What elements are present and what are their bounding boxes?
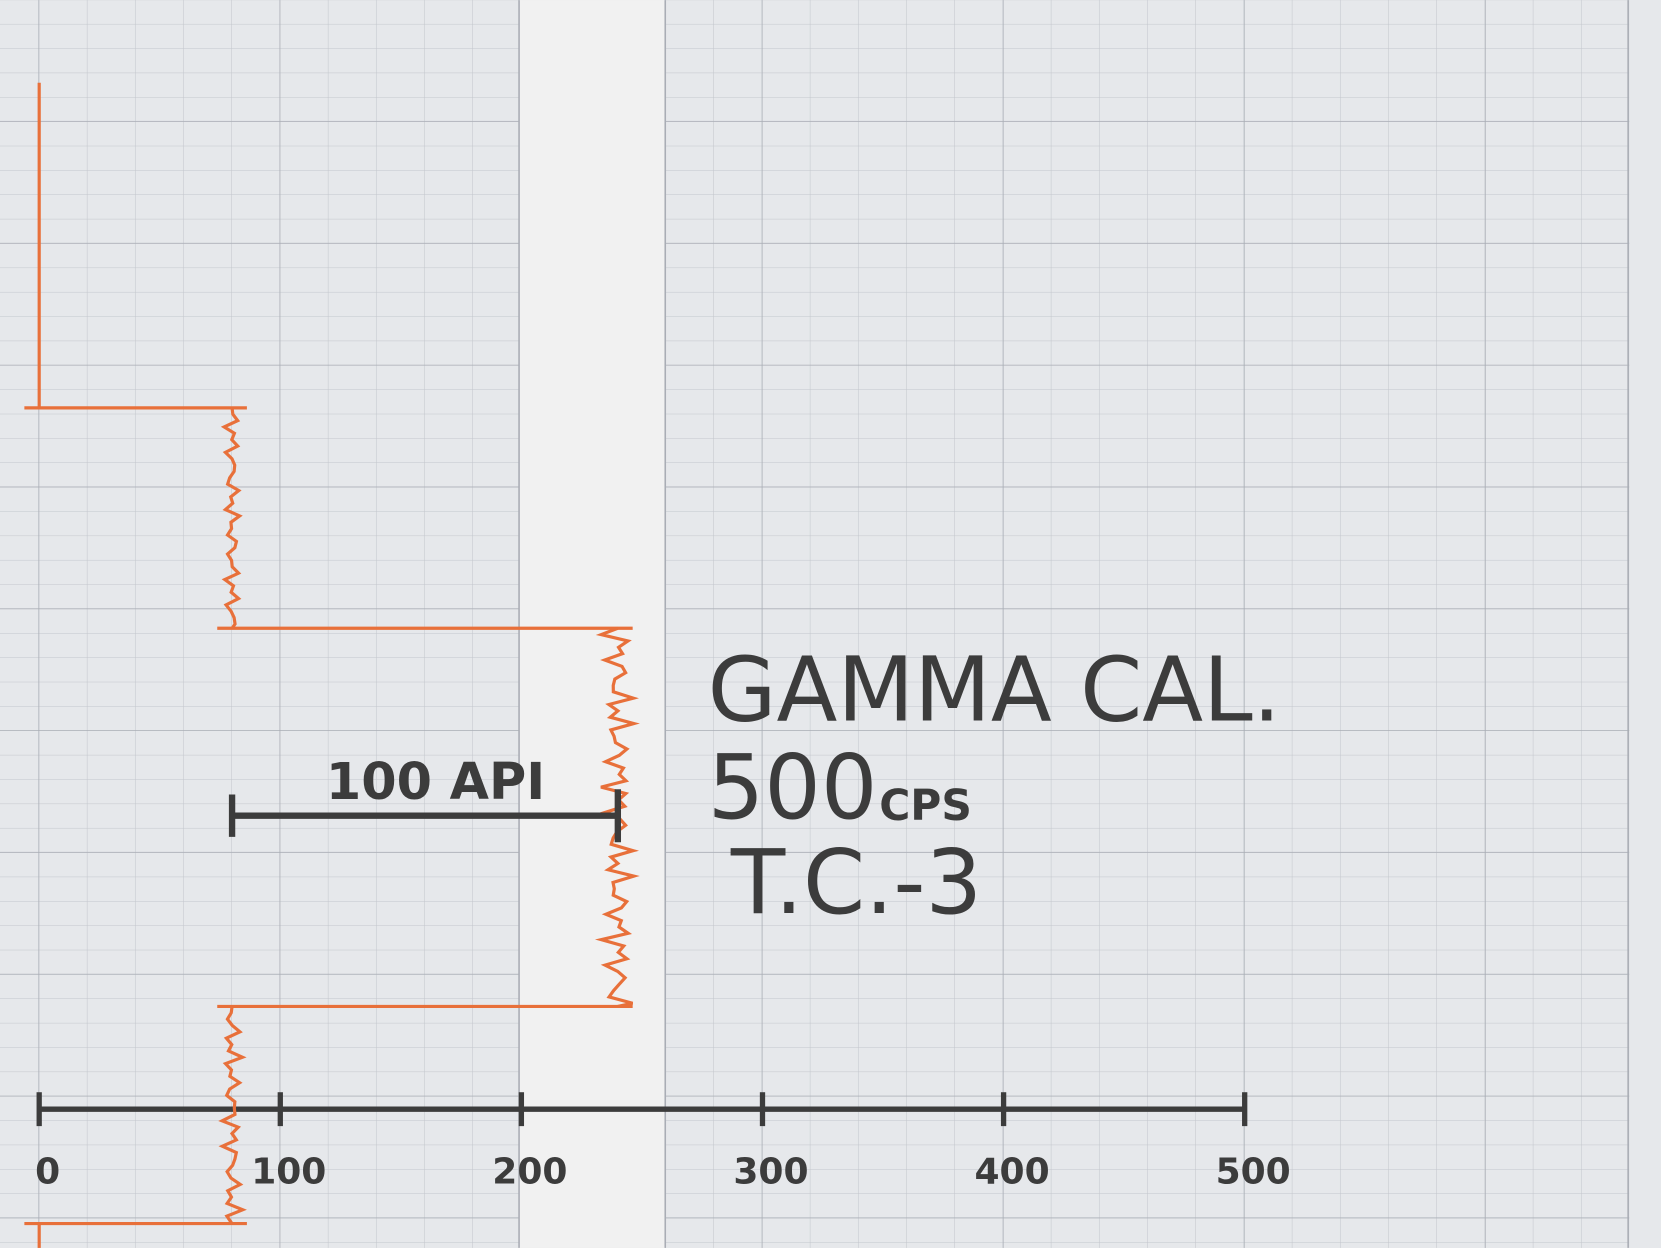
scale-bar-label: 100 API bbox=[326, 752, 545, 811]
trace-segment bbox=[218, 1006, 247, 1225]
annotation: T.C.-3 bbox=[730, 830, 982, 934]
x-tick-label: 100 bbox=[251, 1151, 326, 1192]
x-tick-label: 500 bbox=[1216, 1151, 1291, 1192]
annotation: CPS bbox=[879, 781, 972, 830]
annotation: 500 bbox=[708, 735, 878, 839]
trace-segment bbox=[220, 407, 243, 630]
x-tick-label: 200 bbox=[492, 1151, 567, 1192]
x-tick-label: 400 bbox=[974, 1151, 1049, 1192]
annotation: GAMMA CAL. bbox=[708, 637, 1281, 741]
grid-major bbox=[665, 0, 1630, 1248]
x-tick-label: 0 bbox=[35, 1151, 60, 1192]
x-tick-label: 300 bbox=[733, 1151, 808, 1192]
grid-major bbox=[0, 0, 520, 1248]
paper-band bbox=[519, 0, 666, 1248]
